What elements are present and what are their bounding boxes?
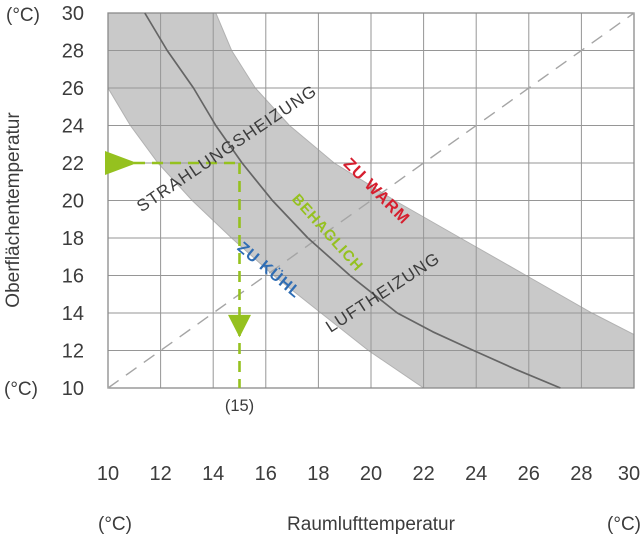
- x-tick-label: 30: [618, 463, 640, 485]
- identity-line: [107, 12, 635, 389]
- x-tick-label: 18: [307, 463, 329, 485]
- comfort-band-upper-edge: [215, 12, 635, 336]
- example-reading-guides: [105, 151, 251, 388]
- y-axis-unit-top: (°C): [6, 5, 40, 26]
- y-tick-label: 12: [62, 341, 84, 363]
- y-tick-labels: 30 28 26 24 22 20 18 16 14 12 10: [62, 3, 84, 400]
- y-tick-label: 24: [62, 116, 84, 138]
- x-tick-label: 14: [202, 463, 224, 485]
- y-tick-label: 20: [62, 191, 84, 213]
- y-axis-title: Oberflächentemperatur: [3, 112, 24, 308]
- plot-frame: [107, 12, 635, 389]
- y-tick-label: 18: [62, 228, 84, 250]
- arrow-right-icon: [105, 151, 137, 175]
- x-tick-label: 12: [149, 463, 171, 485]
- x-axis-unit-right: (°C): [607, 514, 641, 535]
- x-tick-label: 26: [518, 463, 540, 485]
- arrow-down-icon: [228, 314, 251, 338]
- x-tick-label: 16: [255, 463, 277, 485]
- y-tick-label: 10: [62, 378, 84, 400]
- y-tick-label: 28: [62, 41, 84, 63]
- y-tick-label: 22: [62, 153, 84, 175]
- y-tick-label: 26: [62, 78, 84, 100]
- x-tick-label: 10: [97, 463, 119, 485]
- y-tick-label: 30: [62, 3, 84, 25]
- x-tick-labels: 10 12 14 16 18 20 22 24 26 28 30: [97, 463, 640, 485]
- x-tick-label: 28: [570, 463, 592, 485]
- x-tick-label: 22: [412, 463, 434, 485]
- y-tick-label: 14: [62, 303, 84, 325]
- x-annotation-15: (15): [225, 397, 254, 415]
- x-tick-label: 20: [360, 463, 382, 485]
- comfort-center-line: [144, 12, 561, 389]
- y-axis-unit-bottom: (°C): [4, 379, 38, 400]
- y-tick-label: 16: [62, 266, 84, 288]
- x-axis-title: Raumlufttemperatur: [287, 514, 456, 535]
- x-tick-label: 24: [465, 463, 487, 485]
- x-axis-unit-left: (°C): [98, 514, 132, 535]
